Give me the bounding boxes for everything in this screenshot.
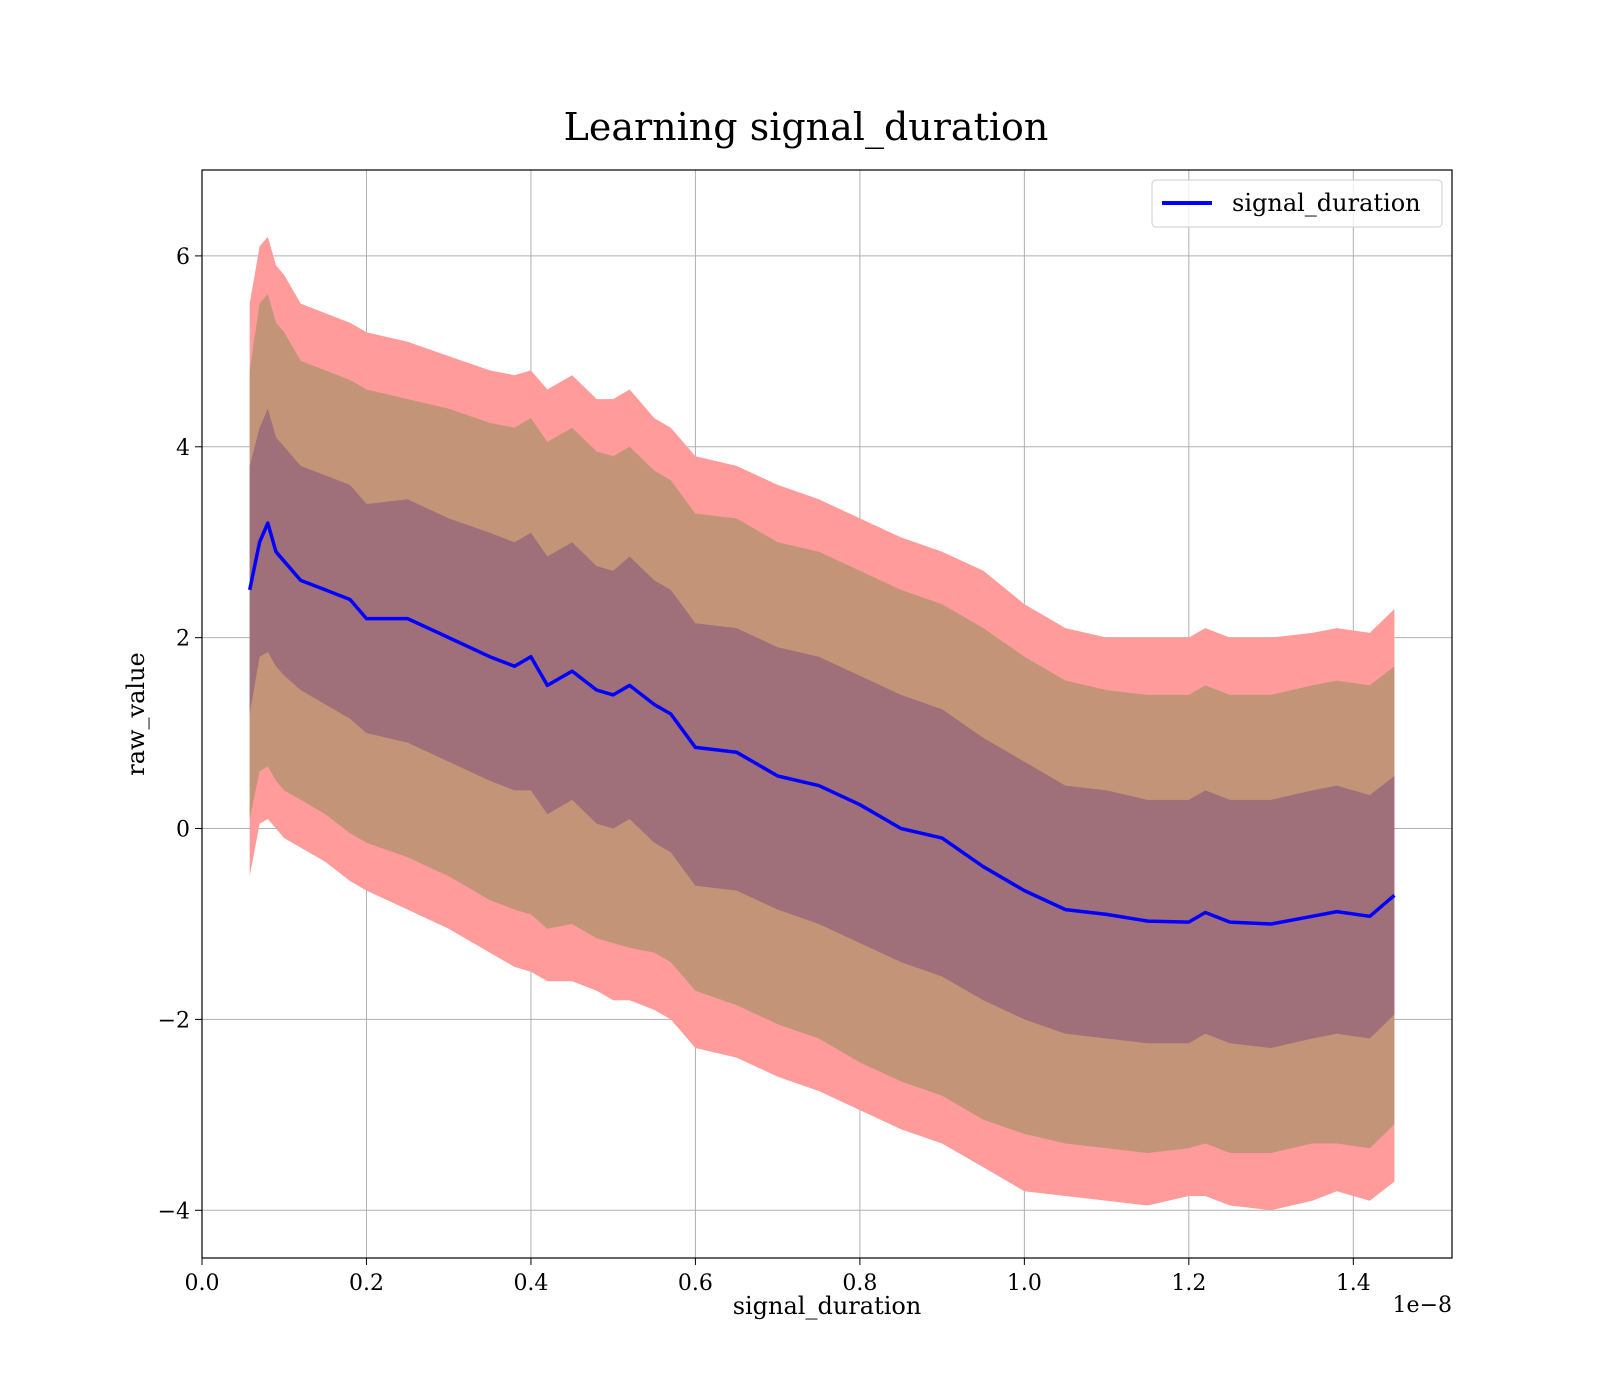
y-tick-label: −2: [158, 1008, 190, 1033]
y-tick-label: 2: [176, 627, 190, 652]
plot-frame: [201, 169, 1453, 1259]
x-axis-ticks: 0.0 0.2 0.4 0.6 0.8 1.0 1.2 1.4: [185, 1258, 1371, 1296]
x-tick-label: 0.8: [842, 1271, 877, 1296]
y-axis-ticks: −4 −2 0 2 4 6: [158, 245, 202, 1224]
y-tick-label: 4: [176, 436, 190, 461]
band-inner: [249, 408, 1395, 1049]
x-tick-label: 1.2: [1171, 1271, 1206, 1296]
x-tick-label: 0.0: [185, 1271, 220, 1296]
y-tick-label: −4: [158, 1199, 190, 1224]
series-line: [247, 521, 1396, 926]
series-lines: [247, 521, 1396, 926]
x-tick-label: 0.6: [678, 1271, 713, 1296]
x-tick-label: 0.2: [349, 1271, 384, 1296]
y-tick-label: 6: [176, 245, 190, 270]
legend-box: [1151, 179, 1443, 228]
x-tick-label: 1.4: [1336, 1271, 1371, 1296]
x-axis-offset-label: 1e−8: [1393, 1293, 1452, 1318]
x-tick-label: 1.0: [1007, 1271, 1042, 1296]
x-tick-label: 0.4: [513, 1271, 548, 1296]
y-tick-label: 0: [176, 818, 190, 843]
y-axis-label: raw_value: [122, 652, 150, 776]
x-axis-label: signal_duration: [733, 1292, 922, 1320]
legend-label: signal_duration: [1232, 189, 1421, 217]
confidence-bands: [249, 236, 1395, 1211]
legend: signal_duration: [1151, 179, 1443, 228]
chart-title: Learning signal_duration: [564, 105, 1049, 150]
